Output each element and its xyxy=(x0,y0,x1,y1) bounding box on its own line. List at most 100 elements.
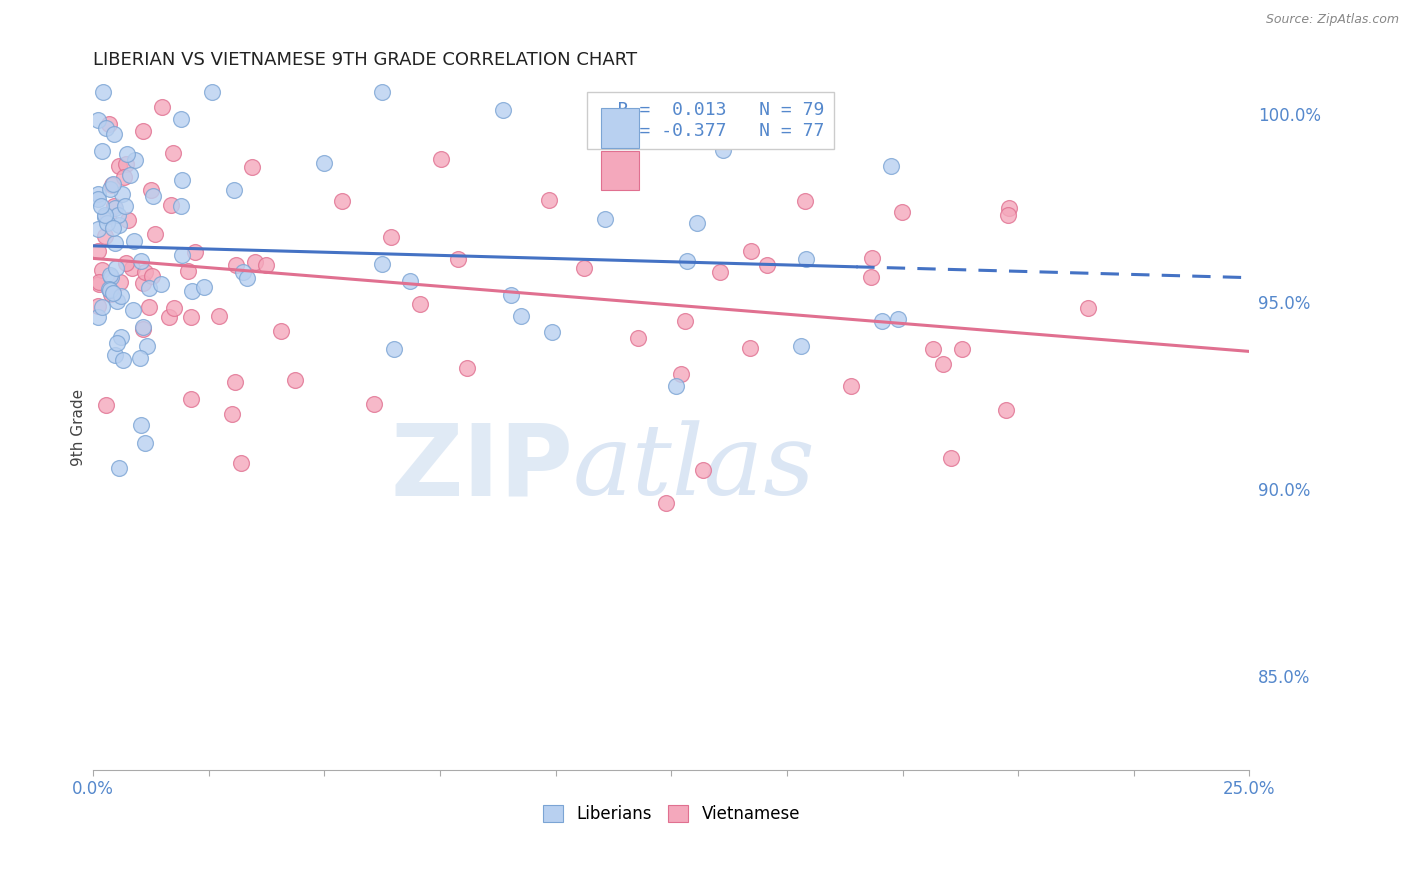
Legend: Liberians, Vietnamese: Liberians, Vietnamese xyxy=(543,805,800,823)
Text: atlas: atlas xyxy=(574,420,815,516)
Point xyxy=(692,462,714,476)
Point xyxy=(93,229,115,244)
Point xyxy=(87,193,110,207)
Point xyxy=(87,310,110,324)
Point xyxy=(371,85,394,99)
Point xyxy=(499,287,522,301)
Point xyxy=(105,294,128,309)
Point xyxy=(120,168,142,182)
Point xyxy=(796,252,818,266)
Point xyxy=(193,280,215,294)
Point xyxy=(143,227,166,242)
Text: Source: ZipAtlas.com: Source: ZipAtlas.com xyxy=(1265,13,1399,27)
Point xyxy=(245,254,267,268)
Point xyxy=(669,367,692,381)
Point xyxy=(270,324,292,338)
Point xyxy=(129,351,152,366)
Point xyxy=(104,260,127,275)
Point xyxy=(932,357,955,371)
Point xyxy=(103,348,125,362)
Point xyxy=(839,379,862,393)
Point xyxy=(134,436,156,450)
Point xyxy=(117,212,139,227)
Point xyxy=(132,319,155,334)
Point xyxy=(87,275,110,289)
Point xyxy=(122,234,145,248)
Text: LIBERIAN VS VIETNAMESE 9TH GRADE CORRELATION CHART: LIBERIAN VS VIETNAMESE 9TH GRADE CORRELA… xyxy=(93,51,637,69)
Point xyxy=(136,339,159,353)
Point xyxy=(447,252,470,266)
Point xyxy=(572,260,595,275)
Point xyxy=(740,341,762,355)
Point xyxy=(314,156,336,170)
Point xyxy=(107,208,129,222)
Point xyxy=(225,258,247,272)
Point xyxy=(87,244,110,258)
Point xyxy=(170,173,193,187)
Point xyxy=(89,277,111,291)
Point xyxy=(110,330,132,344)
Point xyxy=(793,194,815,209)
Point xyxy=(330,194,353,209)
Point xyxy=(284,373,307,387)
Point xyxy=(87,222,110,236)
Point xyxy=(94,208,117,222)
Point xyxy=(111,353,134,368)
Point xyxy=(879,159,901,173)
Point xyxy=(363,397,385,411)
Point xyxy=(103,199,125,213)
Point xyxy=(100,181,122,195)
Point xyxy=(111,187,134,202)
Point xyxy=(170,199,193,213)
Point xyxy=(997,208,1019,222)
Point xyxy=(98,282,121,296)
Point xyxy=(229,456,252,470)
Point xyxy=(740,244,762,259)
Point xyxy=(129,253,152,268)
Point xyxy=(172,248,194,262)
Point xyxy=(709,265,731,279)
Point xyxy=(540,325,562,339)
Point xyxy=(101,177,124,191)
Point xyxy=(224,183,246,197)
Point xyxy=(665,378,688,392)
Point xyxy=(150,100,173,114)
Point xyxy=(115,157,138,171)
Point xyxy=(115,147,138,161)
Point xyxy=(107,159,129,173)
Point xyxy=(105,336,128,351)
Point xyxy=(872,314,894,328)
Point xyxy=(673,314,696,328)
Point xyxy=(180,310,202,325)
Point xyxy=(236,271,259,285)
Point xyxy=(221,407,243,421)
Point xyxy=(97,117,120,131)
Point xyxy=(159,198,181,212)
Point xyxy=(91,263,114,277)
Point xyxy=(100,269,122,284)
Point xyxy=(860,252,883,266)
Point xyxy=(995,403,1018,417)
Point xyxy=(110,289,132,303)
Point xyxy=(97,209,120,223)
Point xyxy=(409,297,432,311)
Text: R =  0.013   N = 79
  R = -0.377   N = 77: R = 0.013 N = 79 R = -0.377 N = 77 xyxy=(596,102,824,140)
Point xyxy=(430,152,453,166)
Point xyxy=(231,265,253,279)
Point xyxy=(94,210,117,224)
Point xyxy=(675,253,697,268)
Point xyxy=(162,146,184,161)
Point xyxy=(510,309,533,323)
Point xyxy=(756,258,779,272)
Point xyxy=(87,299,110,313)
Text: ZIP: ZIP xyxy=(389,420,574,516)
Point xyxy=(595,212,617,227)
Point xyxy=(104,235,127,250)
Point xyxy=(91,300,114,314)
Point xyxy=(90,144,112,158)
Point xyxy=(207,309,229,323)
Point xyxy=(98,283,121,297)
Point xyxy=(101,285,124,300)
Point xyxy=(240,160,263,174)
Point xyxy=(108,218,131,232)
